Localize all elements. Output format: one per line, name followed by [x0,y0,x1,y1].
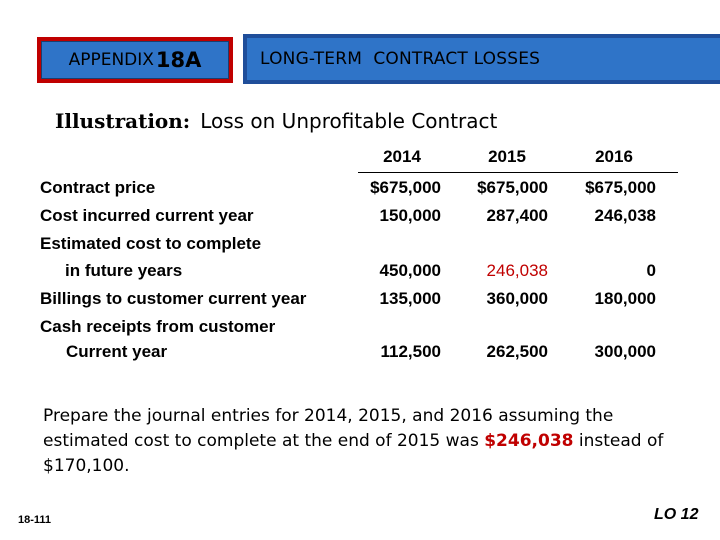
cell-billings-2015: 360,000 [486,289,548,308]
topic-banner: LONG-TERM CONTRACT LOSSES [243,34,720,84]
row-label-billings: Billings to customer current year [40,289,307,308]
topic-banner-inner: LONG-TERM CONTRACT LOSSES [247,38,720,80]
row-label-current-year: Current year [66,342,168,361]
learning-objective: LO 12 [654,506,699,523]
instructions-paragraph: Prepare the journal entries for 2014, 20… [43,404,683,479]
cell-contract-price-2016: $675,000 [585,178,656,197]
header-rule [358,172,678,173]
row-label-contract-price: Contract price [40,178,156,197]
row-label-cash-receipts: Cash receipts from customer [40,317,276,336]
illustration-title: Loss on Unprofitable Contract [200,109,498,133]
cell-cost-incurred-2015: 287,400 [486,206,548,225]
cell-current-year-2016: 300,000 [594,342,656,361]
appendix-box-inner: APPENDIX 18A [41,41,229,79]
cell-current-year-2015: 262,500 [486,342,548,361]
row-label-future-years: in future years [65,261,183,280]
appendix-number: 18A [155,48,202,72]
appendix-label: APPENDIX [68,50,154,70]
illustration-label: Illustration: [55,109,191,133]
instructions-highlight: $246,038 [484,431,574,451]
instructions-text-before: Prepare the journal entries for 2014, 20… [43,406,614,451]
cell-cost-incurred-2014: 150,000 [379,206,441,225]
slide-number: 18-111 [18,514,52,526]
cell-billings-2016: 180,000 [594,289,656,308]
cell-current-year-2014: 112,500 [380,342,441,361]
cell-future-years-2015: 246,038 [486,261,548,280]
illustration-heading: Illustration: Loss on Unprofitable Contra… [55,109,497,133]
cell-contract-price-2015: $675,000 [477,178,548,197]
cell-billings-2014: 135,000 [379,289,441,308]
cell-cost-incurred-2016: 246,038 [594,206,656,225]
appendix-box: APPENDIX 18A [37,37,233,83]
topic-title: LONG-TERM CONTRACT LOSSES [260,49,541,69]
row-label-estimated-cost: Estimated cost to complete [40,234,262,253]
cell-future-years-2016: 0 [646,261,656,280]
cell-future-years-2014: 450,000 [379,261,441,280]
column-header-2016: 2016 [595,147,633,166]
column-header-2015: 2015 [488,147,526,166]
instructions-text-after: instead of $170,100. [43,431,664,476]
column-header-2014: 2014 [383,147,421,166]
cell-contract-price-2014: $675,000 [370,178,441,197]
row-label-cost-incurred: Cost incurred current year [40,206,254,225]
